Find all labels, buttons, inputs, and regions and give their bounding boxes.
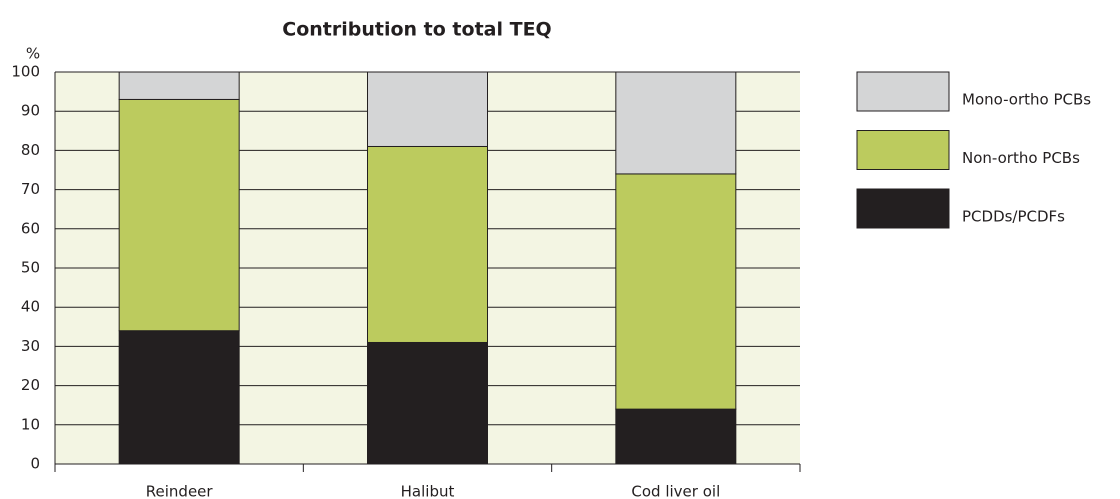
bar-segment [367, 145, 488, 343]
legend-swatch [856, 71, 950, 112]
y-tick-label: 20 [21, 376, 40, 394]
y-tick-label: 70 [21, 180, 40, 198]
legend-swatch [856, 130, 950, 170]
y-tick-label: 50 [21, 259, 40, 277]
chart-title: Contribution to total TEQ [282, 19, 551, 41]
bar-segment [118, 330, 240, 465]
y-axis-label: % [26, 45, 40, 63]
bar-segment [118, 98, 240, 332]
legend-label: Mono-ortho PCBs [962, 91, 1091, 109]
bar-segment [615, 71, 737, 175]
bar-segment [615, 408, 737, 465]
y-tick-label: 30 [21, 337, 40, 355]
x-tick-label: Halibut [401, 483, 455, 499]
bar-segment [615, 173, 737, 410]
y-tick-label: 60 [21, 219, 40, 237]
y-tick-label: 90 [21, 102, 40, 120]
bar-segment [367, 341, 488, 465]
legend-label: PCDDs/PCDFs [962, 208, 1065, 226]
x-tick-label: Reindeer [146, 483, 214, 499]
legend-label: Non-ortho PCBs [962, 149, 1080, 167]
bar-segment [118, 71, 240, 100]
y-tick-label: 10 [21, 415, 40, 433]
bar-segment [367, 71, 488, 147]
x-tick-label: Cod liver oil [631, 483, 720, 499]
y-tick-label: 0 [30, 455, 40, 473]
y-tick-label: 100 [11, 63, 40, 81]
y-tick-label: 40 [21, 298, 40, 316]
legend-swatch [856, 188, 950, 229]
y-tick-label: 80 [21, 141, 40, 159]
